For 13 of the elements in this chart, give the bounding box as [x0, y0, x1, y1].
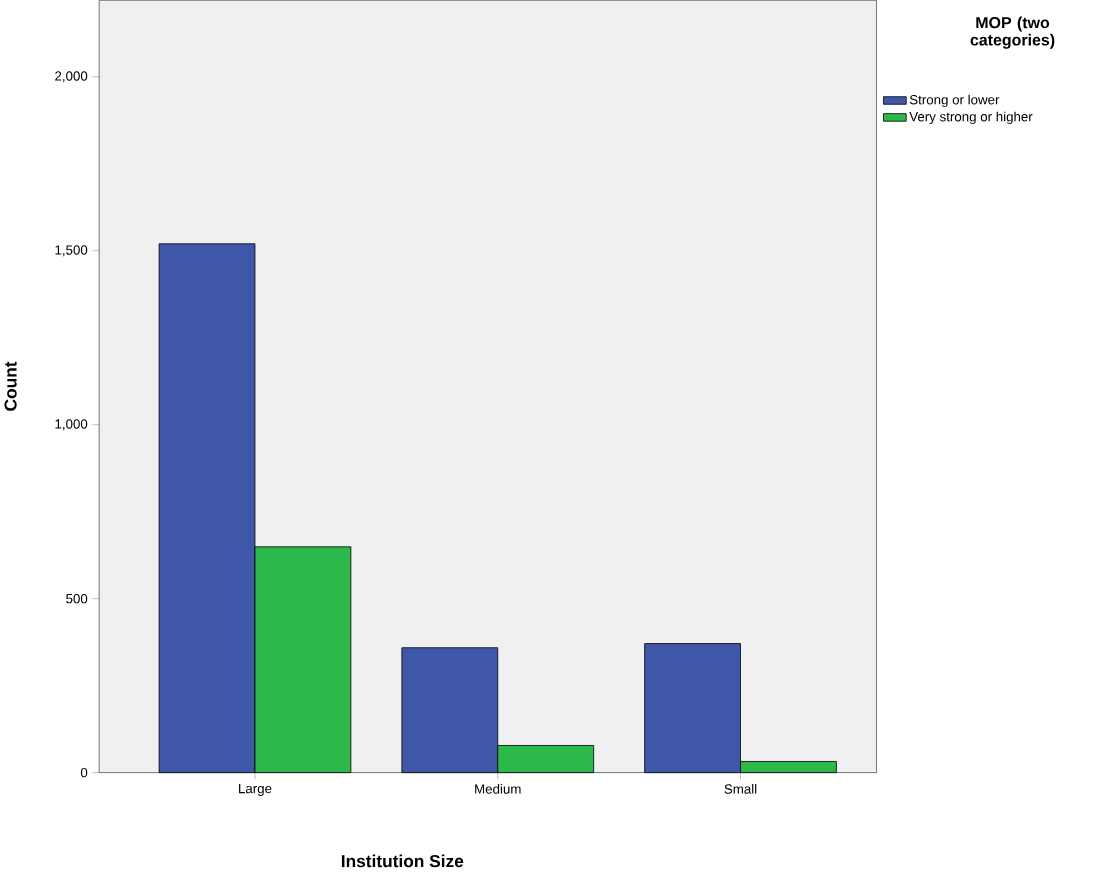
x-tick-label: Small [724, 784, 757, 794]
y-axis-title: Count [4, 361, 17, 411]
y-tick-label: 1,500 [55, 245, 88, 257]
x-tick-label: Medium [475, 784, 521, 794]
y-tick-label: 1,000 [55, 419, 88, 431]
legend-title: MOP (two categories) [970, 16, 1055, 49]
y-tick-label: 2,000 [55, 71, 88, 83]
y-tick-label: 0 [80, 768, 88, 778]
legend-label: Strong or lower [909, 94, 1000, 108]
x-tick-label: Large [239, 784, 272, 797]
x-axis-title: Institution Size [341, 854, 464, 868]
y-tick-label: 500 [66, 594, 88, 604]
legend-label: Very strong or higher [909, 111, 1033, 125]
